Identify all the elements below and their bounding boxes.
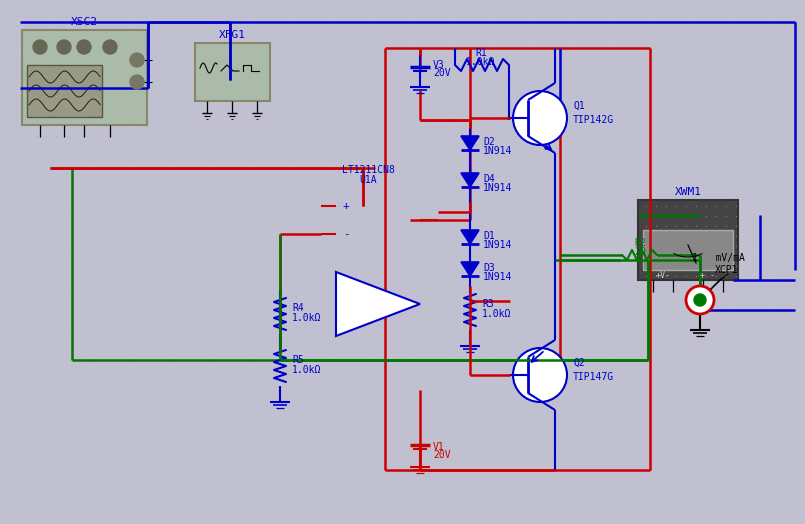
Circle shape (77, 40, 91, 54)
Text: 1N914: 1N914 (483, 240, 512, 250)
Text: D4: D4 (483, 174, 495, 184)
Text: V1: V1 (433, 442, 444, 452)
Text: V3: V3 (433, 60, 444, 70)
Text: XSC2: XSC2 (71, 17, 97, 27)
Text: 1N914: 1N914 (483, 272, 512, 282)
Polygon shape (336, 272, 420, 336)
Text: XCP1: XCP1 (715, 265, 738, 275)
Circle shape (513, 91, 567, 145)
Text: D2: D2 (483, 137, 495, 147)
Text: TIP142G: TIP142G (573, 115, 614, 125)
Circle shape (103, 40, 117, 54)
Text: U1A: U1A (359, 175, 377, 185)
Polygon shape (461, 230, 479, 244)
Text: R3: R3 (482, 299, 493, 309)
Circle shape (57, 40, 71, 54)
Text: + -: + - (700, 270, 716, 279)
Bar (22, 30, 147, 125)
Circle shape (694, 294, 706, 306)
Text: 1N914: 1N914 (483, 146, 512, 156)
Text: R1: R1 (475, 48, 487, 58)
Text: Q1: Q1 (573, 101, 584, 111)
Bar (195, 43, 270, 101)
Text: LT1211CN8: LT1211CN8 (341, 165, 394, 175)
Polygon shape (461, 136, 479, 150)
Text: TIP147G: TIP147G (573, 372, 614, 382)
Polygon shape (461, 173, 479, 187)
Circle shape (130, 75, 144, 89)
Circle shape (130, 53, 144, 67)
Circle shape (686, 286, 714, 314)
Circle shape (33, 40, 47, 54)
Text: R5: R5 (292, 355, 303, 365)
Circle shape (513, 348, 567, 402)
Text: 2Ω: 2Ω (634, 247, 646, 257)
Text: XWM1: XWM1 (675, 187, 701, 197)
Text: 1N914: 1N914 (483, 183, 512, 193)
Text: 1.0kΩ: 1.0kΩ (466, 57, 496, 67)
Bar (27, 65, 102, 117)
Text: +: + (343, 201, 349, 211)
Text: Q2: Q2 (573, 358, 584, 368)
Text: D3: D3 (483, 263, 495, 273)
Polygon shape (461, 262, 479, 276)
Text: 1   mV/mA: 1 mV/mA (692, 253, 745, 263)
Text: 20V: 20V (433, 450, 451, 460)
Text: +V-: +V- (655, 270, 671, 279)
Text: 20V: 20V (433, 68, 451, 78)
Text: XFG1: XFG1 (218, 30, 246, 40)
Text: 1.0kΩ: 1.0kΩ (482, 309, 511, 319)
Text: -: - (343, 229, 349, 239)
Bar (638, 200, 738, 280)
Bar (643, 230, 733, 270)
Text: D1: D1 (483, 231, 495, 241)
Text: 1.0kΩ: 1.0kΩ (292, 365, 321, 375)
Text: 1.0kΩ: 1.0kΩ (292, 313, 321, 323)
Text: R4: R4 (292, 303, 303, 313)
Text: R2: R2 (634, 238, 646, 248)
